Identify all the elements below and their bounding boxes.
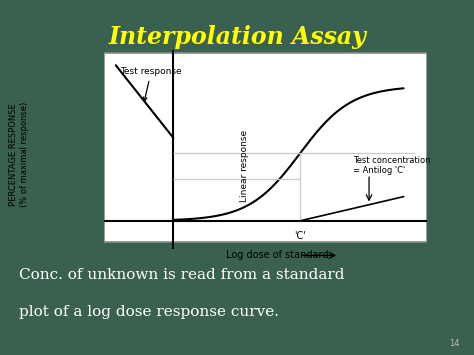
- Text: Linear response: Linear response: [240, 130, 249, 202]
- FancyBboxPatch shape: [104, 53, 427, 242]
- Text: Log dose of standard: Log dose of standard: [226, 250, 328, 260]
- Text: PERCENTAGE RESPONSE
(% of maximal response): PERCENTAGE RESPONSE (% of maximal respon…: [9, 102, 28, 207]
- Text: plot of a log dose response curve.: plot of a log dose response curve.: [19, 305, 279, 319]
- Text: Conc. of unknown is read from a standard: Conc. of unknown is read from a standard: [19, 268, 345, 282]
- Text: Interpolation Assay: Interpolation Assay: [108, 25, 366, 49]
- Text: Test response: Test response: [120, 67, 182, 101]
- Text: 'C': 'C': [294, 231, 306, 241]
- Text: Test concentration
= Antilog 'C': Test concentration = Antilog 'C': [353, 156, 430, 175]
- Text: 14: 14: [449, 339, 460, 348]
